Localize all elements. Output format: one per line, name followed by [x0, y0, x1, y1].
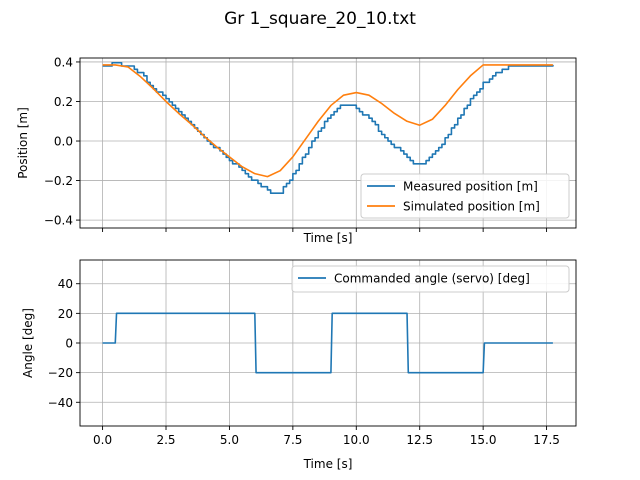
y-axis-label: Position [m] — [16, 107, 30, 179]
y-tick-label: 0.0 — [54, 135, 73, 149]
x-axis-label: Time [s] — [303, 231, 353, 245]
legend-entry-1: Simulated position [m] — [403, 200, 540, 214]
axes-frame — [79, 57, 577, 229]
x-tick-label: 17.5 — [533, 433, 560, 447]
series-line-1 — [102, 64, 553, 178]
legend-entry-0: Commanded angle (servo) [deg] — [334, 272, 530, 286]
y-tick-label: 0.2 — [54, 95, 73, 109]
legend: Commanded angle (servo) [deg] — [291, 265, 570, 293]
legend-entry-0: Measured position [m] — [403, 180, 538, 194]
y-tick-label: −40 — [48, 396, 73, 410]
x-tick-label: 0.0 — [93, 433, 112, 447]
y-tick-label: 20 — [58, 307, 73, 321]
x-tick-label: 5.0 — [220, 433, 239, 447]
series-line-0 — [102, 61, 554, 195]
x-tick-label: 10.0 — [343, 433, 370, 447]
y-tick-label: 40 — [58, 277, 73, 291]
y-tick-label: −20 — [48, 366, 73, 380]
legend: Measured position [m] Simulated position … — [360, 173, 570, 219]
figure-title: Gr 1_square_20_10.txt — [224, 9, 416, 29]
legend-box — [291, 265, 570, 293]
y-axis-label: Angle [deg] — [21, 308, 35, 378]
legend-box — [360, 173, 570, 219]
series-line-0 — [102, 312, 553, 374]
x-tick-label: 7.5 — [283, 433, 302, 447]
x-tick-label: 15.0 — [470, 433, 497, 447]
y-tick-label: 0.4 — [54, 55, 73, 69]
position-panel: −0.4 −0.2 0.0 0.2 0.4 Time [s] Position [m] Mea… — [16, 55, 577, 245]
x-tick-label: 2.5 — [156, 433, 175, 447]
x-tick-label: 12.5 — [406, 433, 433, 447]
y-tick-label: −0.4 — [44, 214, 73, 228]
x-axis-label: Time [s] — [303, 457, 353, 471]
angle-panel: 0.0 2.5 5.0 7.5 10.0 12.5 15.0 17.5 −40 −20 0 20 40 T… — [21, 259, 577, 471]
y-tick-label: −0.2 — [44, 174, 73, 188]
y-tick-label: 0 — [65, 337, 73, 351]
